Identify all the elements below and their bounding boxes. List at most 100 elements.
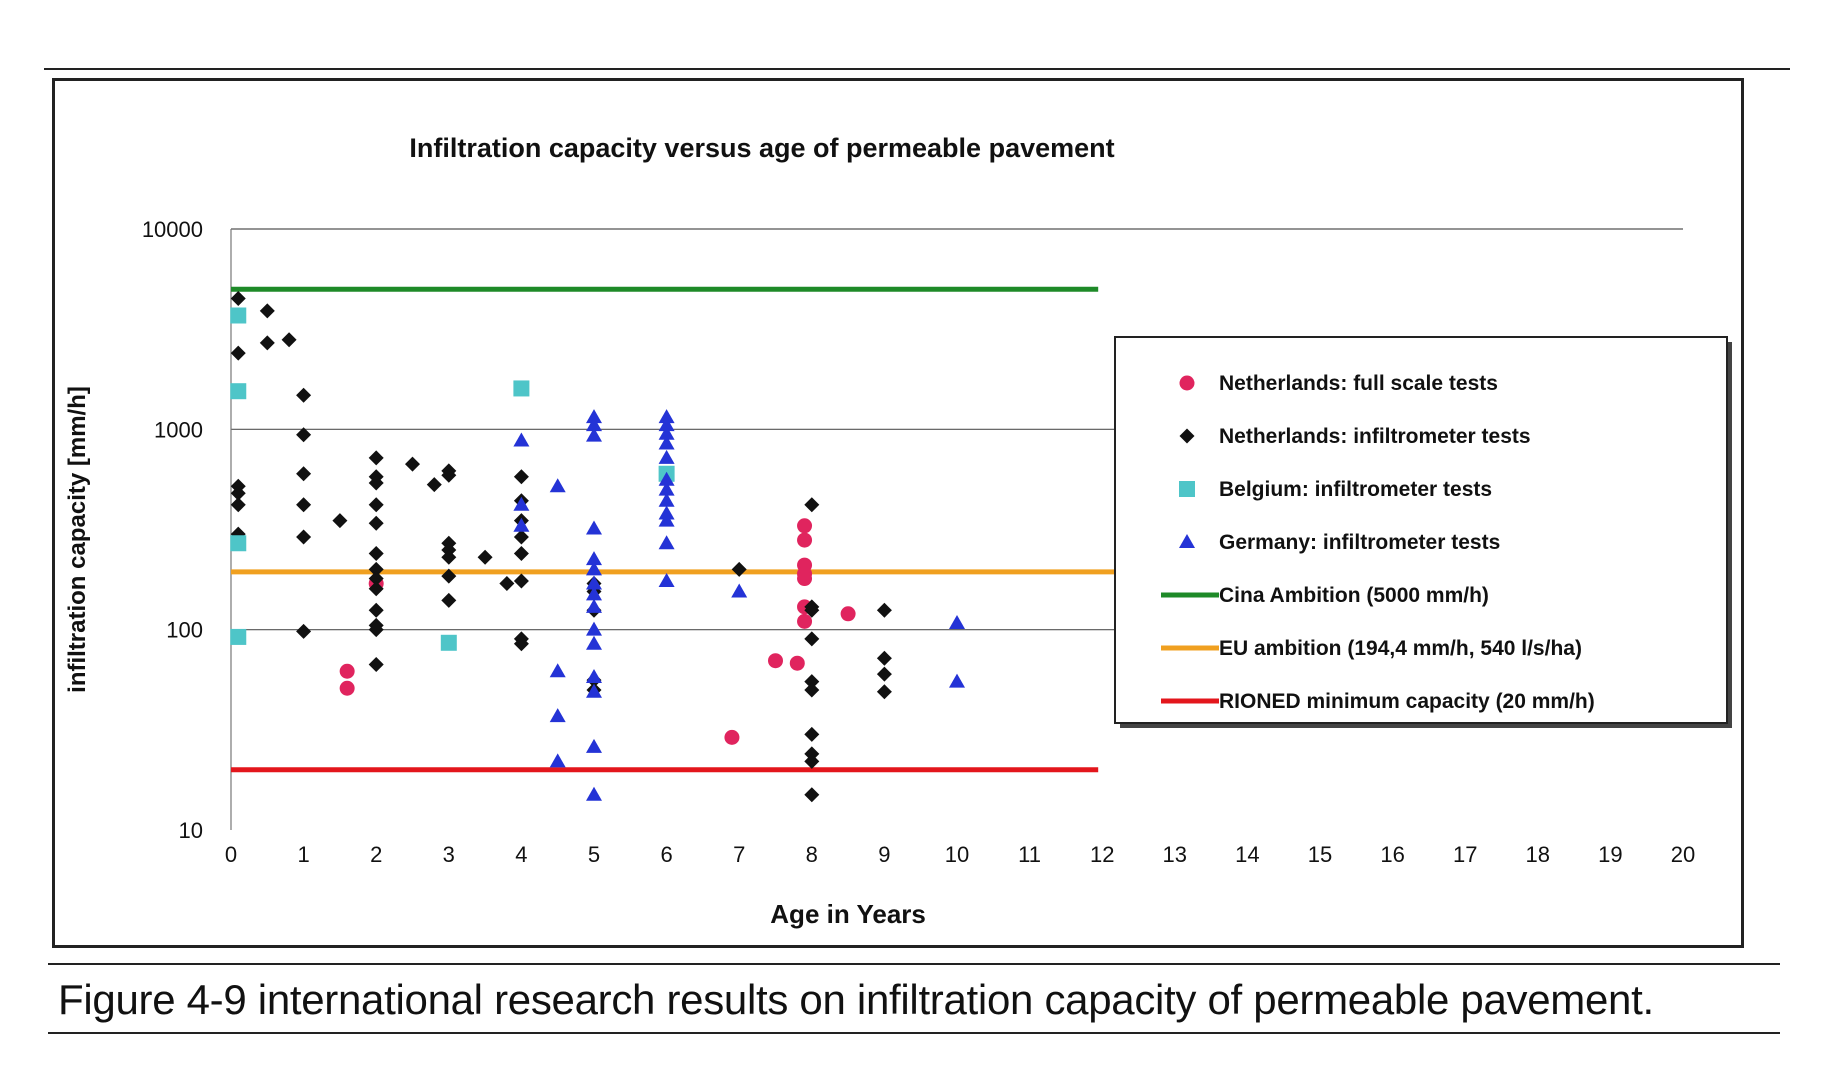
x-tick-label: 4 — [515, 842, 527, 867]
data-point-triangle — [586, 621, 602, 636]
data-point-diamond — [259, 335, 275, 351]
data-point-diamond — [804, 753, 820, 769]
legend-marker-triangle — [1179, 534, 1195, 548]
data-point-diamond — [368, 450, 384, 466]
data-point-triangle — [658, 492, 675, 507]
legend-box — [1114, 336, 1728, 724]
data-point-triangle — [658, 535, 675, 550]
data-point-diamond — [296, 466, 312, 482]
x-axis-label: Age in Years — [770, 899, 926, 929]
chart-title: Infiltration capacity versus age of perm… — [409, 133, 1114, 163]
data-point-triangle — [949, 614, 965, 629]
data-point-triangle — [658, 425, 675, 440]
data-point-diamond — [368, 497, 384, 513]
x-tick-label: 3 — [443, 842, 455, 867]
legend-label: Netherlands: infiltrometer tests — [1219, 425, 1531, 448]
data-point-triangle — [513, 517, 530, 532]
data-point-diamond — [368, 602, 384, 618]
x-tick-label: 5 — [588, 842, 600, 867]
data-point-triangle — [549, 478, 566, 493]
data-point-diamond — [804, 746, 820, 762]
data-point-diamond — [426, 477, 442, 493]
data-point-triangle — [949, 673, 965, 688]
y-axis-label: infiltration capacity [mm/h] — [64, 386, 91, 693]
data-point-circle — [797, 613, 813, 629]
data-point-triangle — [586, 561, 602, 576]
data-point-square — [230, 383, 247, 400]
data-point-triangle — [586, 786, 602, 801]
x-tick-label: 16 — [1380, 842, 1404, 867]
data-point-diamond — [441, 467, 457, 483]
data-point-circle — [768, 653, 783, 669]
data-point-diamond — [368, 545, 384, 561]
chart-frame: Infiltration capacity versus age of perm… — [52, 78, 1744, 948]
data-point-circle — [724, 729, 740, 745]
x-tick-label: 18 — [1526, 842, 1550, 867]
data-point-diamond — [513, 469, 529, 485]
y-tick-label: 100 — [166, 618, 203, 643]
data-point-triangle — [658, 417, 675, 432]
x-tick-label: 7 — [733, 842, 745, 867]
data-point-triangle — [658, 512, 675, 527]
data-point-square — [513, 380, 530, 397]
data-point-triangle — [586, 683, 602, 698]
data-point-diamond — [804, 726, 820, 742]
data-point-circle — [840, 606, 856, 622]
caption-bottom-rule — [48, 1032, 1780, 1034]
data-point-triangle — [658, 505, 675, 520]
x-tick-label: 13 — [1163, 842, 1187, 867]
data-point-diamond — [405, 456, 420, 472]
x-tick-label: 10 — [945, 842, 969, 867]
data-point-diamond — [513, 636, 529, 652]
data-point-diamond — [368, 515, 384, 531]
data-point-triangle — [586, 575, 602, 590]
data-point-triangle — [586, 586, 602, 601]
x-tick-label: 8 — [806, 842, 818, 867]
x-tick-label: 11 — [1018, 842, 1041, 867]
chart: Infiltration capacity versus age of perm… — [64, 133, 1732, 929]
data-point-triangle — [513, 496, 530, 511]
caption-top-rule — [48, 963, 1780, 965]
data-point-diamond — [296, 427, 312, 443]
data-point-diamond — [368, 475, 384, 491]
data-point-diamond — [876, 650, 892, 666]
data-point-diamond — [499, 576, 515, 592]
data-point-diamond — [230, 345, 246, 361]
x-tick-label: 1 — [297, 842, 309, 867]
data-point-triangle — [586, 520, 602, 535]
data-point-diamond — [731, 561, 747, 577]
data-point-diamond — [368, 561, 384, 577]
data-point-diamond — [296, 529, 312, 545]
x-tick-label: 12 — [1090, 842, 1114, 867]
x-tick-label: 19 — [1598, 842, 1622, 867]
data-point-diamond — [804, 602, 820, 618]
data-point-triangle — [549, 663, 566, 678]
x-tick-label: 6 — [660, 842, 672, 867]
data-point-triangle — [658, 409, 675, 424]
data-point-triangle — [586, 669, 602, 684]
data-point-square — [230, 307, 247, 324]
data-point-triangle — [549, 708, 566, 723]
data-point-diamond — [804, 631, 820, 647]
data-point-circle — [339, 663, 355, 679]
data-point-triangle — [586, 738, 602, 753]
data-point-diamond — [230, 290, 246, 306]
y-tick-label: 1000 — [154, 417, 203, 442]
x-tick-label: 0 — [225, 842, 237, 867]
x-tick-label: 17 — [1453, 842, 1477, 867]
data-point-diamond — [230, 485, 246, 501]
legend-marker-circle — [1179, 375, 1195, 391]
data-point-diamond — [368, 657, 384, 673]
data-point-triangle — [513, 432, 530, 447]
data-point-square — [230, 535, 247, 552]
y-tick-label: 10 — [179, 818, 203, 843]
legend-marker-diamond — [1179, 428, 1195, 444]
data-point-circle — [797, 518, 813, 534]
legend-label: EU ambition (194,4 mm/h, 540 l/s/ha) — [1219, 637, 1582, 660]
data-point-triangle — [658, 572, 675, 587]
data-point-diamond — [441, 592, 457, 608]
data-point-circle — [339, 680, 355, 696]
data-point-circle — [797, 571, 813, 587]
data-point-diamond — [368, 581, 384, 597]
x-tick-label: 20 — [1671, 842, 1695, 867]
